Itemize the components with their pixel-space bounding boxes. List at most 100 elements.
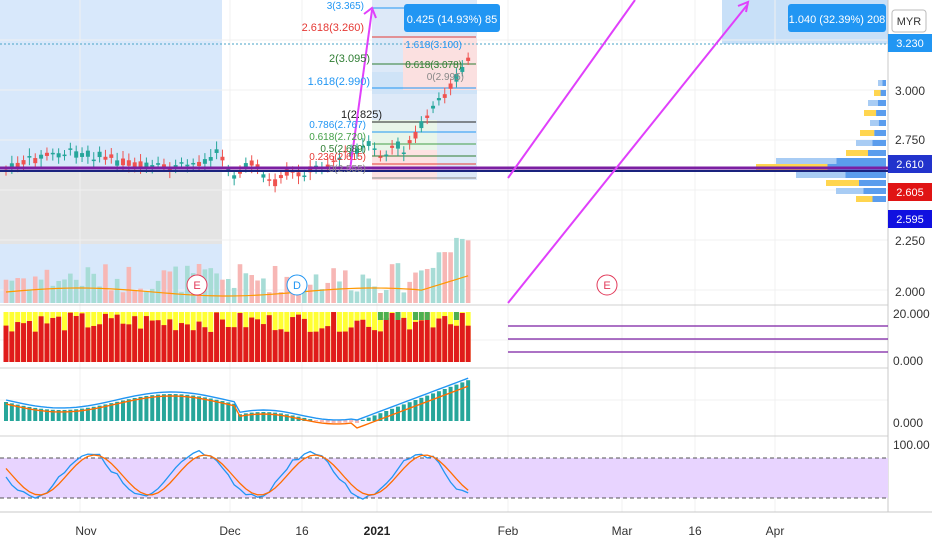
fib-label: 0.786(2.767) <box>309 120 366 131</box>
candle-body <box>144 162 149 168</box>
ind1-bar <box>249 317 255 362</box>
candle-body <box>413 131 418 139</box>
macd-bar <box>419 397 424 421</box>
measure-box-bg <box>788 4 886 32</box>
candle-body <box>27 156 32 158</box>
macd-bar <box>202 397 207 421</box>
ind1-bar <box>114 314 120 362</box>
vp-bar-a <box>868 100 878 106</box>
signal-line <box>5 385 469 429</box>
indicator-2-tick: 0.000 <box>893 416 923 430</box>
indicator-1-tick: 20.000 <box>893 307 930 321</box>
stoch-d-line <box>5 454 469 496</box>
ind1-bar <box>173 330 179 362</box>
candle-body <box>97 151 102 158</box>
ind1-bar <box>149 320 155 362</box>
price-tag-label: 2.595 <box>896 214 924 226</box>
currency-button[interactable]: MYR <box>891 9 927 33</box>
macd-bar <box>91 406 96 421</box>
currency-label: MYR <box>897 16 922 28</box>
event-marker-1[interactable]: E <box>186 274 208 296</box>
ind1-bar <box>395 314 401 362</box>
ind1-bar <box>336 331 342 362</box>
macd-bar <box>436 391 441 421</box>
measure-box-1[interactable]: 0.425 (14.93%) 85 <box>404 4 500 32</box>
volume-bar <box>378 292 383 303</box>
event-marker-2[interactable]: D <box>286 274 308 296</box>
ind1-bar <box>290 317 296 362</box>
macd-bar <box>448 386 453 421</box>
measure-box-label: 1.040 (32.39%) 208 <box>789 14 886 26</box>
ind1-green <box>377 312 383 320</box>
price-tag-2: 2.610 <box>888 155 932 173</box>
candle-body <box>62 154 67 157</box>
macd-bar <box>50 409 55 421</box>
macd-bar <box>185 394 190 421</box>
volume-bar <box>97 286 102 303</box>
ind1-bar <box>278 329 284 362</box>
macd-bar <box>226 402 231 421</box>
arrow-head <box>737 0 750 13</box>
volume-bar <box>372 286 377 303</box>
vp-bar-a <box>864 110 877 116</box>
fib-label-small: 0(2.995) <box>427 72 464 83</box>
fib-label: 0(2.555) <box>329 164 366 175</box>
macd-bar <box>232 403 237 421</box>
macd-bar <box>39 408 44 421</box>
ind1-bar <box>73 316 79 362</box>
candle-body <box>33 158 38 164</box>
candle-body <box>249 160 254 166</box>
candle-body <box>325 164 330 168</box>
candle-body <box>21 160 26 165</box>
candle-body <box>255 164 260 169</box>
ind1-bar <box>453 325 459 362</box>
candle-body <box>91 159 96 162</box>
vp-bar-b <box>872 140 886 146</box>
vp-bar-b <box>872 196 886 202</box>
volume-bar <box>278 292 284 303</box>
volume-bar <box>161 270 167 303</box>
macd-bar <box>156 394 161 421</box>
volume-bar <box>173 266 178 303</box>
arrow-head <box>363 6 377 19</box>
ind1-bar <box>120 323 126 362</box>
macd-bar <box>33 407 38 421</box>
volume-bar <box>44 269 50 303</box>
candle-body <box>431 105 436 109</box>
ind1-bar <box>108 318 114 362</box>
event-marker-3[interactable]: E <box>596 274 618 296</box>
macd-bar <box>243 413 248 421</box>
macd-bar <box>56 409 61 421</box>
ind1-bar <box>85 327 91 362</box>
volume-bar <box>73 279 79 303</box>
measure-box-2[interactable]: 1.040 (32.39%) 208 <box>788 4 886 32</box>
candle-body <box>132 162 137 169</box>
volume-bar <box>436 252 442 303</box>
candle-body <box>126 160 131 166</box>
macd-bar <box>21 405 26 421</box>
fib-label: 0.5(2.689) <box>320 144 366 155</box>
indicator-1-levels <box>508 325 888 353</box>
ind1-bar <box>32 331 38 362</box>
volume-bar <box>272 265 278 303</box>
candle-body <box>85 150 90 157</box>
ind1-bar <box>424 312 430 362</box>
macd-bar <box>150 395 155 421</box>
candle-body <box>103 156 108 160</box>
x-tick: Apr <box>766 524 785 538</box>
vp-bar-a <box>874 90 881 96</box>
macd-bar <box>431 393 436 421</box>
volume-bar <box>465 240 471 303</box>
ind1-bar <box>202 327 208 362</box>
ind1-bar <box>196 321 202 362</box>
volume-bar <box>149 288 155 303</box>
candle-body <box>56 153 61 158</box>
ind1-bar <box>418 320 424 362</box>
fib-label: 0.618(2.720) <box>309 132 366 143</box>
candle-body <box>390 145 395 148</box>
candle-body <box>273 179 278 187</box>
volume-bar <box>319 289 325 303</box>
ind1-bar <box>413 321 418 362</box>
macd-bar <box>138 396 143 421</box>
ind1-bar <box>167 319 173 362</box>
